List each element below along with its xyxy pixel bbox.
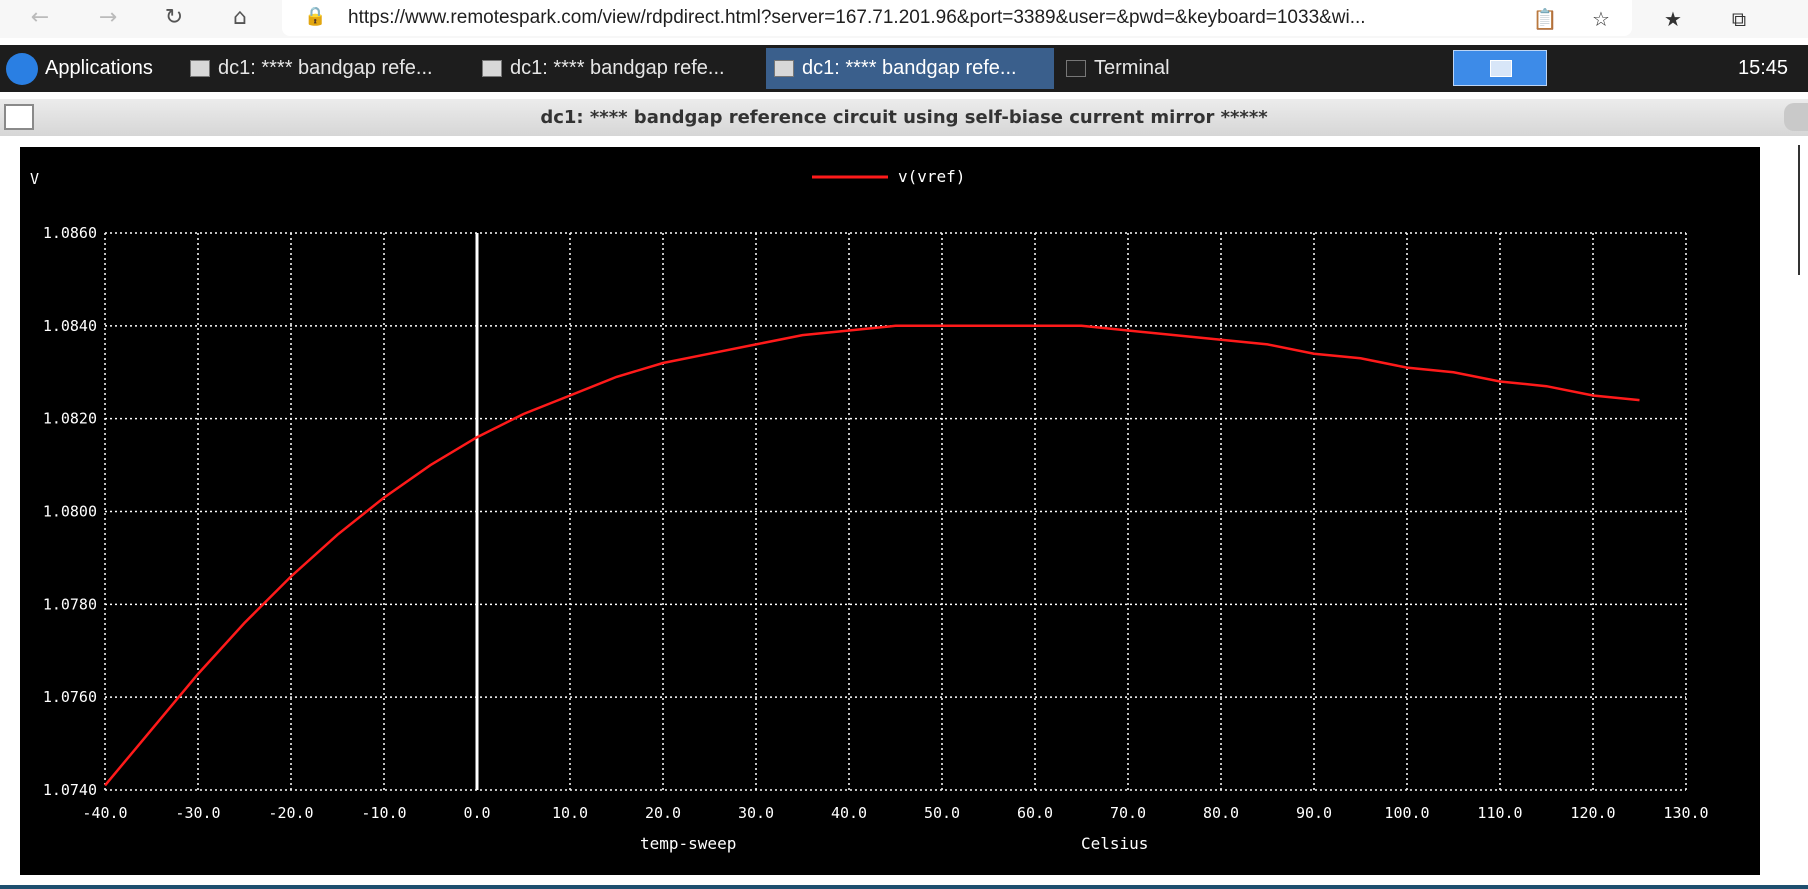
collections-icon[interactable]: ⧉	[1731, 7, 1747, 31]
x-tick-label: 80.0	[1203, 804, 1239, 822]
address-bar[interactable]: 🔒 https://www.remotespark.com/view/rdpdi…	[282, 0, 1632, 36]
x-tick-label: 100.0	[1384, 804, 1429, 822]
url-text[interactable]: https://www.remotespark.com/view/rdpdire…	[348, 7, 1366, 28]
clipboard-icon[interactable]: 📋	[1532, 7, 1558, 31]
add-favorite-icon[interactable]: ☆	[1592, 7, 1610, 31]
forward-icon[interactable]: →	[98, 5, 118, 30]
y-tick-label: 1.0820	[43, 410, 97, 428]
applications-menu[interactable]: Applications	[0, 49, 178, 89]
x-axis-unit: Celsius	[1081, 834, 1148, 853]
x-tick-label: 50.0	[924, 804, 960, 822]
x-tick-label: 120.0	[1570, 804, 1615, 822]
side-panel-edge	[1798, 145, 1808, 275]
workspace-window-icon	[1490, 60, 1512, 77]
x-tick-label: 60.0	[1017, 804, 1053, 822]
window-scroll-handle[interactable]	[1784, 103, 1808, 131]
chart-grid	[104, 232, 1687, 791]
x-tick-label: -30.0	[175, 804, 220, 822]
reload-icon[interactable]: ↻	[164, 5, 184, 30]
y-tick-label: 1.0860	[43, 224, 97, 242]
x-tick-label: 30.0	[738, 804, 774, 822]
y-tick-label: 1.0840	[43, 317, 97, 335]
back-icon[interactable]: ←	[30, 5, 50, 30]
x-tick-label: 0.0	[463, 804, 490, 822]
window-title: dc1: **** bandgap reference circuit usin…	[540, 107, 1268, 128]
x-axis-label: temp-sweep	[640, 834, 736, 853]
window-icon	[482, 60, 502, 77]
task-label: dc1: **** bandgap refe...	[510, 57, 725, 79]
taskbar-window-1[interactable]: dc1: **** bandgap refe...	[182, 48, 468, 89]
home-icon[interactable]: ⌂	[233, 5, 247, 30]
y-tick-label: 1.0760	[43, 688, 97, 706]
plot-window: -40.0 -30.0 -20.0 -10.0 0.0 10.0 20.0 30.0 40.0 5…	[20, 147, 1760, 875]
applications-label: Applications	[45, 57, 153, 79]
desktop-taskbar: Applications dc1: **** bandgap refe... d…	[0, 45, 1808, 92]
window-title-bar[interactable]: dc1: **** bandgap reference circuit usin…	[0, 99, 1808, 136]
x-tick-label: -40.0	[82, 804, 127, 822]
x-tick-label: 10.0	[552, 804, 588, 822]
chart-ticks: -40.0 -30.0 -20.0 -10.0 0.0 10.0 20.0 30.0 40.0 5…	[43, 224, 1709, 822]
task-label: Terminal	[1094, 57, 1170, 79]
task-label: dc1: **** bandgap refe...	[802, 57, 1017, 79]
taskbar-window-2[interactable]: dc1: **** bandgap refe...	[474, 48, 760, 89]
window-icon	[774, 60, 794, 77]
browser-toolbar: ← → ↻ ⌂ 🔒 https://www.remotespark.com/vi…	[0, 0, 1808, 38]
workspace-pager[interactable]	[1453, 50, 1547, 86]
y-tick-label: 1.0800	[43, 503, 97, 521]
taskbar-window-3-active[interactable]: dc1: **** bandgap refe...	[766, 48, 1054, 89]
lock-icon[interactable]: 🔒	[304, 6, 327, 27]
xfce-logo-icon	[6, 53, 38, 85]
series-line-vref	[104, 324, 1640, 787]
clock: 15:45	[1738, 57, 1789, 79]
favorites-icon[interactable]: ★	[1664, 7, 1682, 31]
x-tick-label: -10.0	[361, 804, 406, 822]
x-tick-label: 40.0	[831, 804, 867, 822]
x-tick-label: 130.0	[1663, 804, 1708, 822]
x-tick-label: -20.0	[268, 804, 313, 822]
window-icon	[190, 60, 210, 77]
terminal-icon	[1066, 60, 1086, 77]
y-axis-label: V	[30, 170, 39, 188]
y-tick-label: 1.0780	[43, 595, 97, 613]
desktop-bottom-edge	[0, 885, 1808, 889]
task-label: dc1: **** bandgap refe...	[218, 57, 433, 79]
y-tick-label: 1.0740	[43, 781, 97, 799]
x-tick-label: 90.0	[1296, 804, 1332, 822]
x-tick-label: 110.0	[1477, 804, 1522, 822]
x-tick-label: 70.0	[1110, 804, 1146, 822]
taskbar-terminal[interactable]: Terminal	[1058, 48, 1344, 89]
x-tick-label: 20.0	[645, 804, 681, 822]
window-menu-icon[interactable]	[4, 104, 34, 130]
legend-label: v(vref)	[898, 167, 965, 186]
chart-svg: -40.0 -30.0 -20.0 -10.0 0.0 10.0 20.0 30.0 40.0 5…	[30, 167, 1709, 853]
